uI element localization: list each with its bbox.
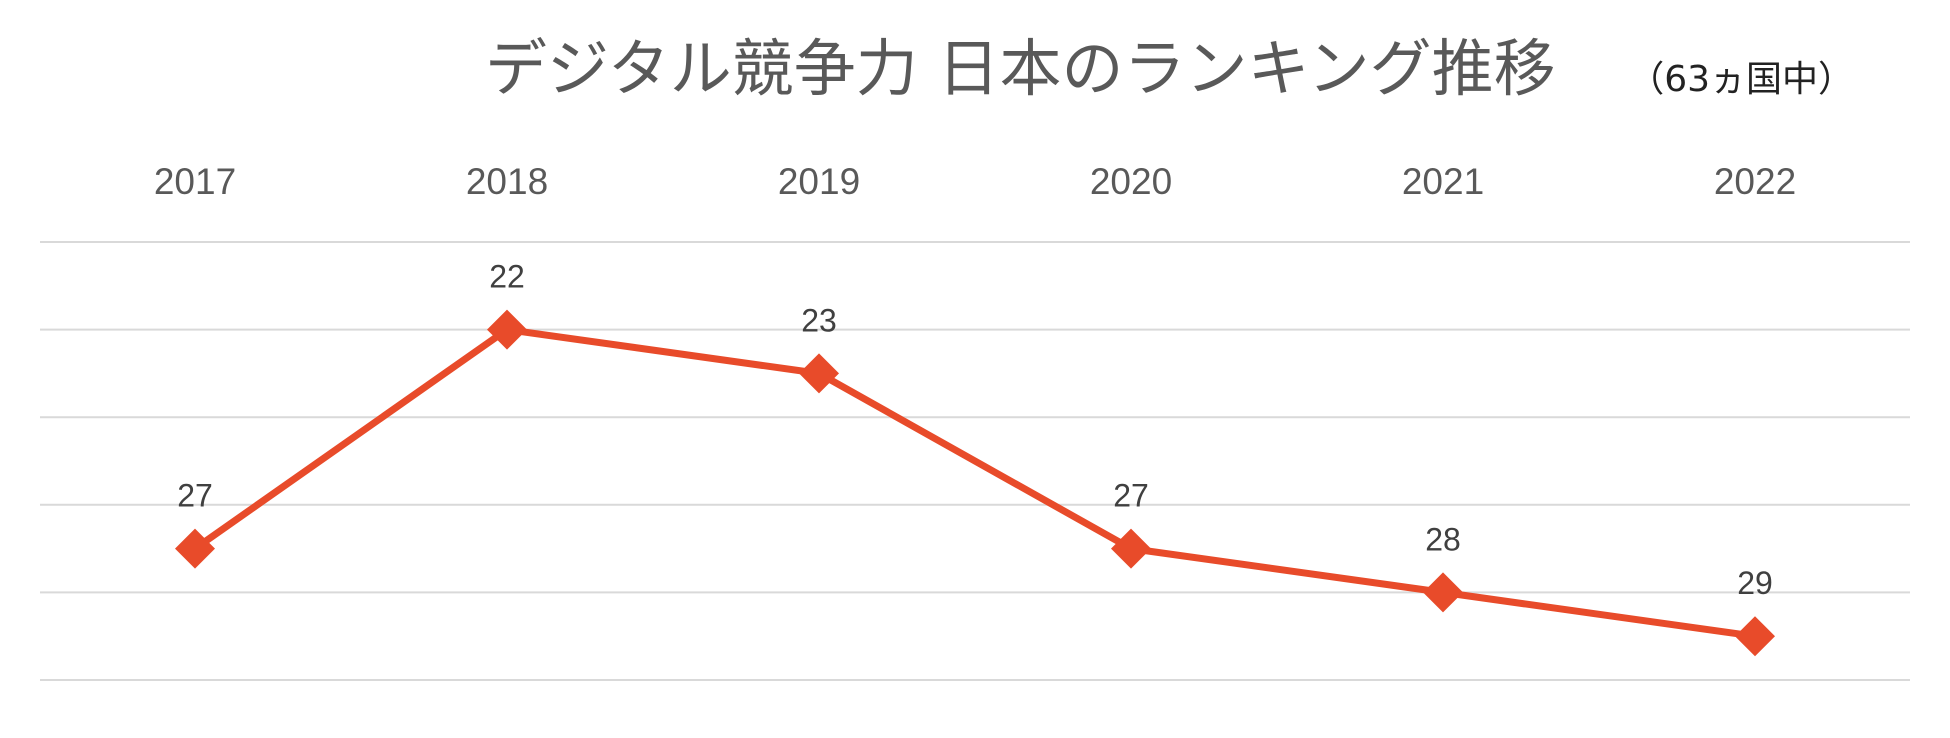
data-label: 29 [1737,565,1773,601]
data-label: 23 [801,302,837,338]
x-tick-label: 2017 [153,161,237,202]
chart-subtitle: （63ヵ国中） [1628,59,1854,100]
chart-title: デジタル競争力 日本のランキング推移 [485,32,1556,105]
x-tick-label: 2020 [1089,161,1173,202]
data-point-marker [1423,572,1463,613]
x-tick-label: 2019 [777,161,861,202]
data-point-marker [487,309,527,350]
series-line [192,326,1756,640]
x-tick-label: 2022 [1713,161,1797,202]
data-point-marker [1111,528,1151,569]
data-point-marker [799,353,839,394]
data-point-marker [175,528,215,569]
data-label: 22 [489,259,525,295]
data-label: 27 [177,478,213,514]
x-tick-label: 2018 [465,161,549,202]
x-tick-label: 2021 [1401,161,1485,202]
data-point-marker [1735,616,1775,657]
data-label: 28 [1425,521,1461,557]
data-label: 27 [1113,478,1149,514]
